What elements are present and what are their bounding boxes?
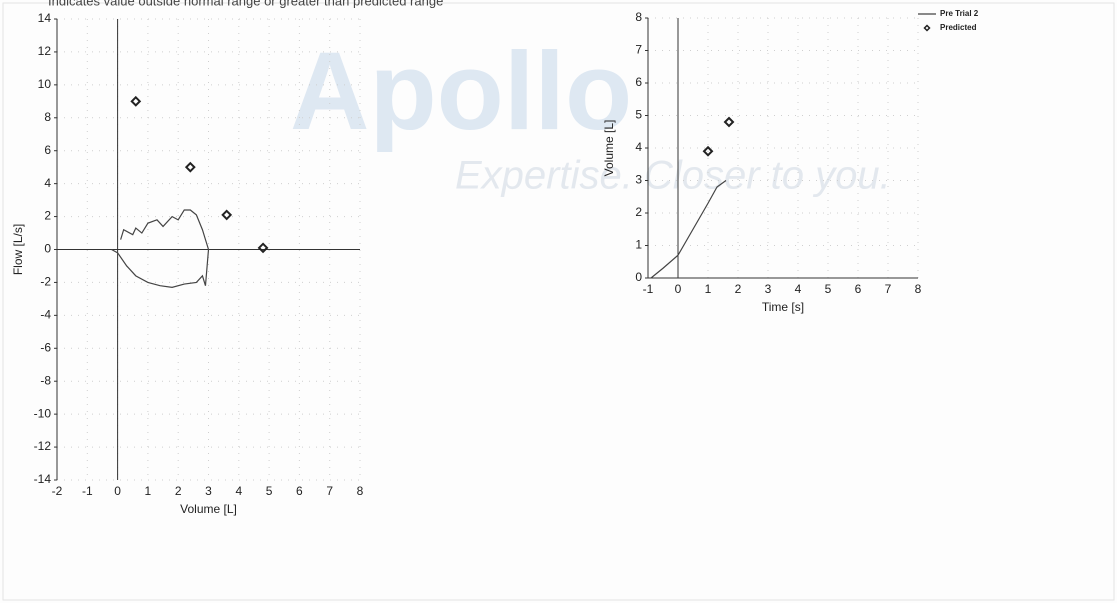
x-axis-label: Time [s]: [762, 300, 804, 314]
y-tick-label: 0: [44, 242, 51, 256]
y-tick-label: 0: [635, 270, 642, 284]
y-tick-label: 6: [635, 75, 642, 89]
data-line: [650, 180, 727, 279]
data-point: [130, 95, 142, 107]
data-point: [723, 116, 735, 128]
y-tick-label: 2: [635, 205, 642, 219]
x-tick-label: 4: [235, 484, 242, 498]
note: Indicates value outside normal range or …: [48, 0, 443, 8]
x-tick-label: 5: [266, 484, 273, 498]
data-point: [257, 242, 269, 254]
y-tick-label: 2: [44, 209, 51, 223]
y-tick-label: -8: [40, 373, 51, 387]
x-tick-label: 8: [915, 282, 922, 296]
x-tick-label: 6: [296, 484, 303, 498]
x-tick-label: 8: [357, 484, 364, 498]
y-tick-label: 14: [38, 11, 52, 25]
x-tick-label: -1: [643, 282, 654, 296]
x-tick-label: 6: [855, 282, 862, 296]
y-tick-label: -4: [40, 308, 51, 322]
y-tick-label: 12: [38, 44, 52, 58]
y-tick-label: 7: [635, 43, 642, 57]
legend-swatch: [923, 24, 931, 32]
y-tick-label: 10: [38, 77, 52, 91]
x-tick-label: 0: [114, 484, 121, 498]
y-tick-label: 8: [44, 110, 51, 124]
x-tick-label: 4: [795, 282, 802, 296]
y-tick-label: 3: [635, 173, 642, 187]
y-tick-label: -10: [34, 406, 52, 420]
y-tick-label: 4: [635, 140, 642, 154]
watermark-logo: Apollo: [290, 30, 632, 153]
x-tick-label: -1: [82, 484, 93, 498]
y-tick-label: 4: [44, 176, 51, 190]
legend-label: Pre Trial 2: [940, 9, 979, 18]
x-tick-label: 3: [205, 484, 212, 498]
x-tick-label: 7: [326, 484, 333, 498]
data-point: [221, 209, 233, 221]
x-tick-label: 0: [675, 282, 682, 296]
watermark-tagline: Expertise. Closer to you.: [455, 154, 891, 198]
y-tick-label: -12: [34, 439, 52, 453]
y-axis-label: Volume [L]: [602, 120, 616, 177]
y-tick-label: 6: [44, 143, 51, 157]
x-tick-label: 1: [705, 282, 712, 296]
x-tick-label: -2: [52, 484, 63, 498]
x-tick-label: 2: [735, 282, 742, 296]
y-tick-label: -2: [40, 275, 51, 289]
data-point: [184, 161, 196, 173]
y-axis-label: Flow [L/s]: [11, 224, 25, 275]
data-line: [111, 209, 210, 288]
y-tick-label: 1: [635, 238, 642, 252]
data-point: [702, 145, 714, 157]
y-tick-label: 5: [635, 108, 642, 122]
y-tick-label: -14: [34, 472, 52, 486]
x-tick-label: 3: [765, 282, 772, 296]
legend-label: Predicted: [940, 23, 977, 32]
y-tick-label: -6: [40, 340, 51, 354]
x-tick-label: 1: [145, 484, 152, 498]
y-tick-label: 8: [635, 10, 642, 24]
x-tick-label: 7: [885, 282, 892, 296]
x-tick-label: 5: [825, 282, 832, 296]
x-axis-label: Volume [L]: [180, 502, 237, 516]
x-tick-label: 2: [175, 484, 182, 498]
